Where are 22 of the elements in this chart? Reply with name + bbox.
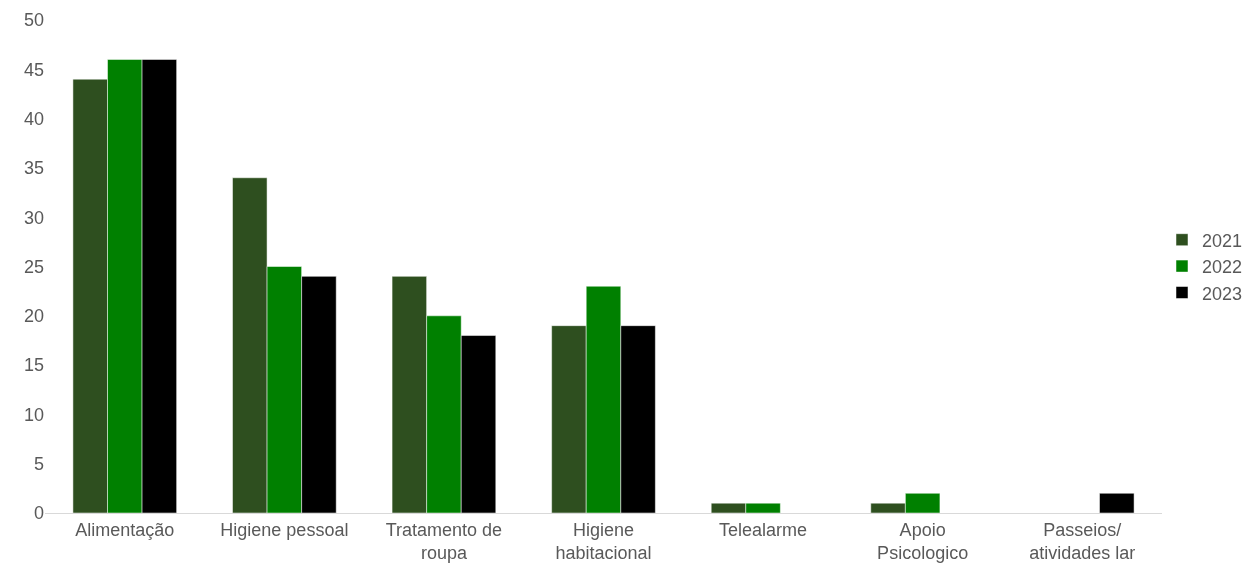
y-tick-label: 20 [23,306,44,327]
x-tick-label: Telealarme [719,519,808,540]
legend-label: 2021 [1202,230,1243,251]
x-tick-label: Apoio Psicologico [877,519,969,563]
y-tick-label: 25 [23,256,44,277]
y-tick-label: 15 [23,355,44,376]
y-tick-label: 45 [23,59,44,80]
bar [1099,493,1135,513]
x-tick-label: Alimentação [75,519,175,540]
x-tick-label: Higiene pessoal [220,519,349,540]
y-tick-label: 40 [23,108,44,129]
y-tick-label: 35 [23,158,44,179]
y-tick-label: 30 [23,207,44,228]
y-tick-label: 50 [23,10,44,31]
y-tick-label: 10 [23,404,44,425]
x-tick-label: Tratamento de roupa [385,519,503,563]
y-tick-label: 5 [33,454,44,474]
x-tick-label: Higiene habitacional [555,519,652,563]
legend-label: 2023 [1202,283,1243,304]
legend-label: 2022 [1202,257,1243,278]
y-tick-label: 0 [33,503,44,524]
x-tick-label: Passeios/ atividades lar [1029,519,1136,563]
